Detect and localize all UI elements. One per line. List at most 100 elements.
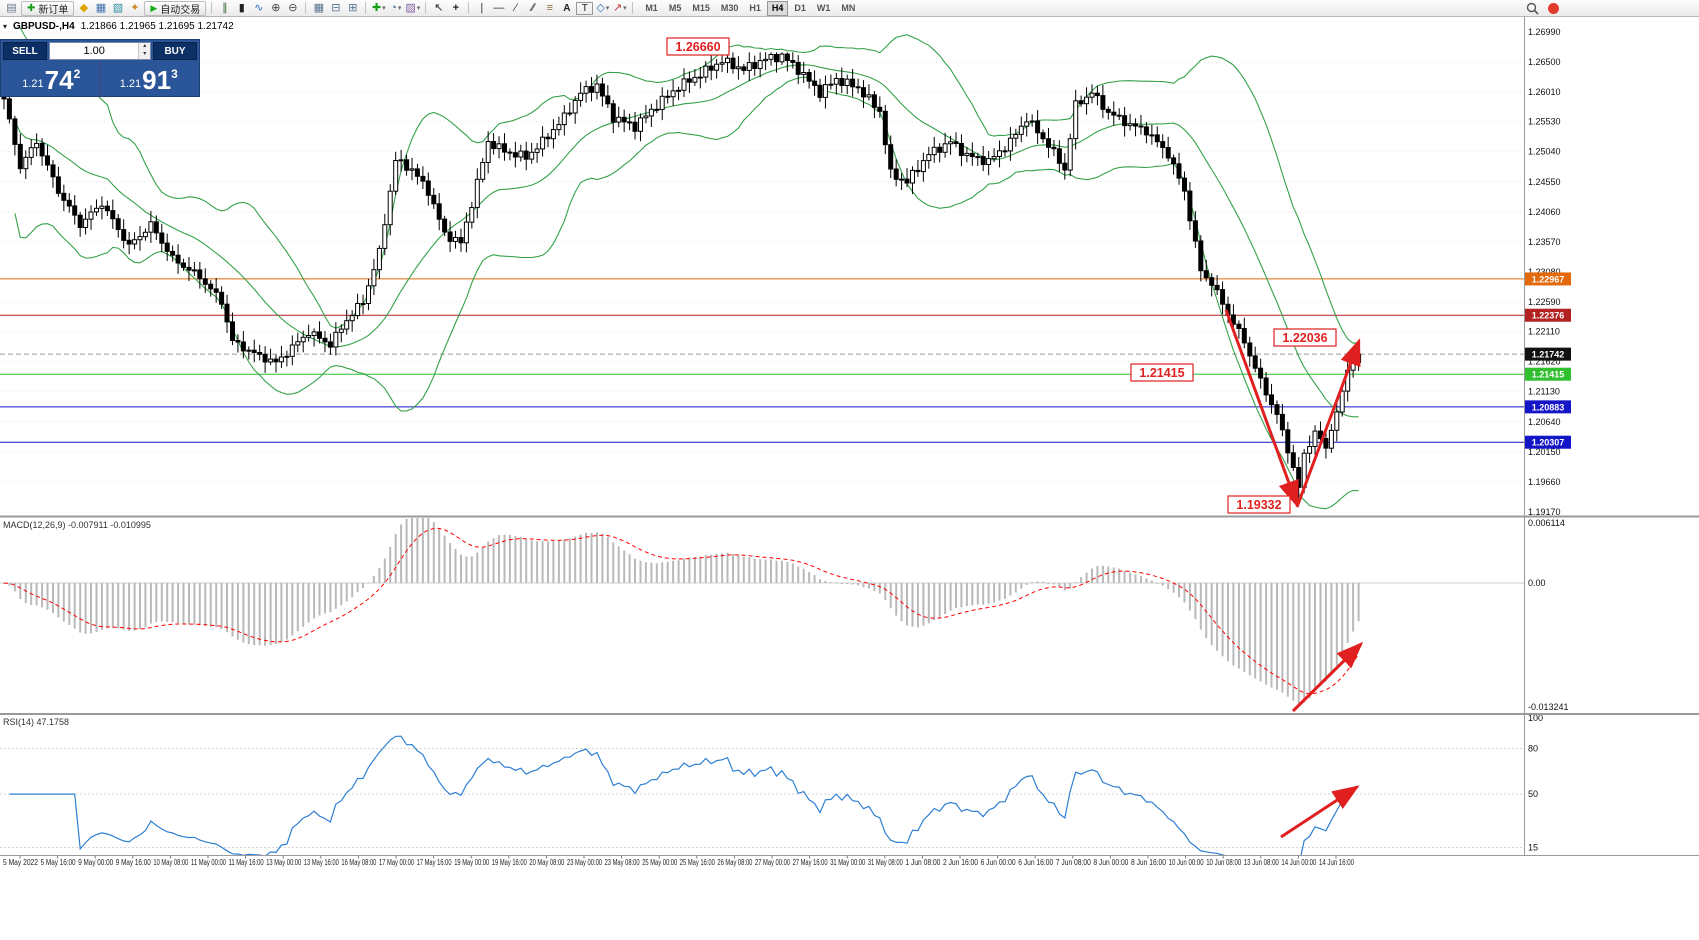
vertical-line-icon[interactable]: |: [480, 1, 484, 14]
macd-histogram-bar: [1319, 583, 1322, 686]
timeframe-bar: M1 M5 M15 M30 H1 H4 D1 W1 MN: [640, 0, 860, 16]
shapes-icon[interactable]: ◇ ▾: [596, 1, 610, 14]
candle: [1296, 467, 1302, 488]
price-badge: [1525, 347, 1571, 361]
candle: [725, 57, 730, 64]
macd-histogram-bar: [291, 583, 294, 636]
market-watch-icon[interactable]: ▦: [95, 1, 107, 14]
candle: [474, 178, 480, 208]
timeframe-button-m1[interactable]: M1: [645, 2, 658, 13]
time-axis-label: 25 May 16:00: [680, 858, 715, 867]
candle: [839, 78, 845, 86]
timeframe-button-d1[interactable]: D1: [794, 2, 806, 13]
navigator-icon[interactable]: ✦: [130, 1, 140, 14]
trend-arrow[interactable]: [1295, 338, 1361, 508]
zoom-out-icon[interactable]: ⊖: [288, 1, 298, 14]
candle: [442, 218, 448, 233]
lot-decrease-button[interactable]: ▾: [139, 51, 150, 59]
macd-histogram-bar: [987, 583, 990, 604]
candle: [366, 285, 371, 304]
macd-histogram-bar: [1161, 583, 1164, 586]
candle: [942, 143, 948, 153]
favorites-icon[interactable]: ◆: [79, 1, 89, 14]
cursor-icon[interactable]: ↖: [434, 1, 444, 14]
new-order-button[interactable]: ✚ 新订单: [21, 0, 75, 16]
text-icon[interactable]: A: [563, 2, 571, 14]
macd-histogram-bar: [780, 560, 783, 583]
macd-histogram-bar: [1205, 583, 1208, 639]
toolbar-separator: [468, 2, 470, 14]
macd-histogram-bar: [889, 583, 892, 609]
one-click-trading-toggle-icon[interactable]: ▾: [3, 22, 8, 31]
macd-histogram-bar: [73, 583, 76, 629]
sell-button[interactable]: SELL: [3, 42, 47, 60]
lot-increase-button[interactable]: ▴: [139, 43, 150, 51]
trendline-icon[interactable]: ∕: [514, 1, 517, 14]
zoom-in-icon[interactable]: ⊕: [271, 1, 281, 14]
trend-arrow[interactable]: [1291, 641, 1364, 713]
one-click-trading-panel: SELL ▴ ▾ BUY 1.21 74 2 1.21 91 3: [1, 40, 199, 96]
rsi-axis-label: 50: [1528, 789, 1538, 799]
candle: [469, 207, 475, 223]
tile-windows-icon[interactable]: ▦: [313, 1, 325, 14]
timeframe-button-m5[interactable]: M5: [668, 2, 682, 13]
periods-icon[interactable]: ◔ ▾: [390, 1, 402, 14]
candle: [518, 150, 524, 158]
annotation-price-label[interactable]: [666, 37, 730, 56]
candlestick-chart-icon[interactable]: ▮: [238, 1, 245, 14]
cascade-windows-icon[interactable]: ⊞: [348, 1, 358, 14]
macd-histogram-bar: [313, 583, 316, 619]
candle: [197, 269, 203, 280]
sell-price-display[interactable]: 1.21 74 2: [3, 60, 101, 94]
macd-histogram-bar: [465, 556, 468, 583]
price-axis-label: 1.25040: [1528, 147, 1561, 157]
data-window-icon[interactable]: ▧: [112, 1, 124, 14]
text-label-icon[interactable]: T: [576, 1, 594, 15]
macd-histogram-bar: [840, 583, 843, 584]
buy-button[interactable]: BUY: [153, 42, 197, 60]
timeframe-button-h4[interactable]: H4: [766, 0, 789, 16]
timeframe-button-mn[interactable]: MN: [841, 2, 856, 13]
lot-size-input[interactable]: [50, 43, 139, 59]
templates-icon[interactable]: ▨ ▾: [405, 1, 421, 14]
timeframe-button-h1[interactable]: H1: [749, 2, 761, 13]
chart-window-icon[interactable]: ▤: [6, 1, 17, 14]
horizontal-line-icon[interactable]: —: [493, 1, 505, 14]
macd-histogram-bar: [579, 534, 582, 583]
candle: [50, 164, 56, 178]
annotation-price-label[interactable]: [1273, 328, 1337, 347]
annotation-price-label[interactable]: [1130, 363, 1194, 382]
trend-arrow[interactable]: [1224, 309, 1299, 508]
macd-histogram-bar: [1243, 583, 1246, 672]
fibonacci-icon[interactable]: ≡: [546, 1, 554, 14]
candle: [126, 239, 132, 245]
trend-arrow[interactable]: [1280, 785, 1360, 839]
crosshair-icon[interactable]: +: [452, 1, 460, 14]
arrange-windows-icon[interactable]: ⊟: [331, 1, 341, 14]
macd-histogram-bar: [400, 524, 403, 583]
add-indicator-icon[interactable]: ✚ ▾: [371, 1, 386, 14]
candle: [550, 129, 556, 140]
annotation-price-label[interactable]: [1227, 495, 1291, 514]
notification-badge[interactable]: [1548, 2, 1559, 14]
macd-histogram-bar: [171, 583, 174, 623]
search-icon[interactable]: [1525, 1, 1540, 16]
timeframe-button-m15[interactable]: M15: [692, 2, 710, 13]
line-chart-icon[interactable]: ∿: [254, 1, 264, 14]
candle: [512, 152, 518, 158]
autotrading-button[interactable]: ▶ 自动交易: [144, 0, 207, 16]
bar-chart-icon[interactable]: ∥: [222, 1, 228, 14]
candle: [817, 84, 823, 98]
timeframe-button-m30[interactable]: M30: [720, 2, 739, 13]
candle: [741, 66, 747, 71]
channel-icon[interactable]: ∕∕: [525, 1, 540, 16]
macd-histogram-bar: [699, 556, 702, 583]
buy-price-display[interactable]: 1.21 91 3: [101, 60, 198, 94]
candle: [349, 315, 355, 322]
price-axis-label: 1.21130: [1528, 387, 1560, 397]
arrow-objects-icon[interactable]: ↗ ▾: [612, 1, 627, 14]
macd-histogram-bar: [204, 583, 207, 626]
candle: [355, 303, 361, 317]
timeframe-button-w1[interactable]: W1: [816, 2, 831, 13]
